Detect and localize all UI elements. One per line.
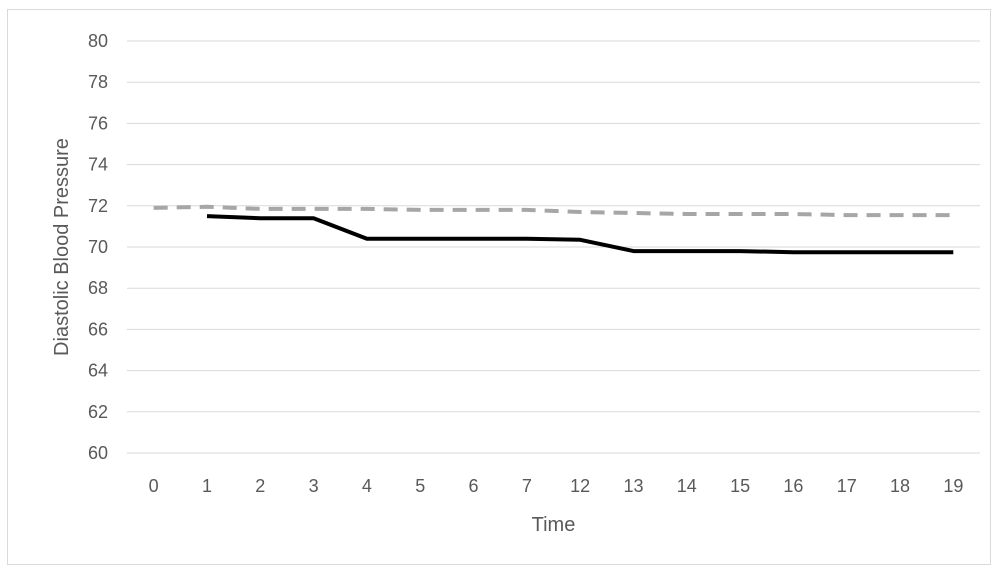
y-tick-label: 76 — [88, 113, 108, 133]
x-axis-title: Time — [532, 514, 576, 536]
y-tick-label: 68 — [88, 278, 108, 298]
y-tick-label: 62 — [88, 402, 108, 422]
y-tick-label: 78 — [88, 72, 108, 92]
chart-frame — [7, 9, 991, 565]
x-tick-label: 17 — [837, 476, 857, 496]
x-tick-label: 16 — [783, 476, 803, 496]
y-tick-label: 70 — [88, 237, 108, 257]
y-tick-label: 60 — [88, 443, 108, 463]
y-tick-label: 74 — [88, 155, 108, 175]
x-tick-label: 19 — [943, 476, 963, 496]
x-tick-label: 6 — [469, 476, 479, 496]
x-tick-label: 1 — [202, 476, 212, 496]
y-tick-label: 64 — [88, 361, 108, 381]
y-tick-label: 72 — [88, 196, 108, 216]
y-tick-label: 66 — [88, 319, 108, 339]
x-tick-label: 18 — [890, 476, 910, 496]
x-tick-label: 7 — [522, 476, 532, 496]
x-tick-label: 2 — [255, 476, 265, 496]
x-tick-label: 14 — [677, 476, 697, 496]
series-line-solid — [206, 214, 954, 255]
x-tick-label: 15 — [730, 476, 750, 496]
x-tick-label: 0 — [149, 476, 159, 496]
series-layer — [153, 204, 954, 255]
x-tick-label: 13 — [623, 476, 643, 496]
x-tick-label: 3 — [309, 476, 319, 496]
y-tick-label: 80 — [88, 31, 108, 51]
x-tick-label: 5 — [415, 476, 425, 496]
x-tick-label: 4 — [362, 476, 372, 496]
x-axis-tick-labels: 0 1 2 3 4 5 6 7 12 13 14 15 16 17 18 19 — [149, 476, 964, 496]
series-line-dashed — [153, 204, 954, 218]
y-axis-tick-labels: 60 62 64 66 68 70 72 74 76 78 80 — [88, 31, 108, 463]
gridlines — [127, 40, 980, 413]
x-tick-label: 12 — [570, 476, 590, 496]
y-axis-title: Diastolic Blood Pressure — [51, 138, 73, 356]
